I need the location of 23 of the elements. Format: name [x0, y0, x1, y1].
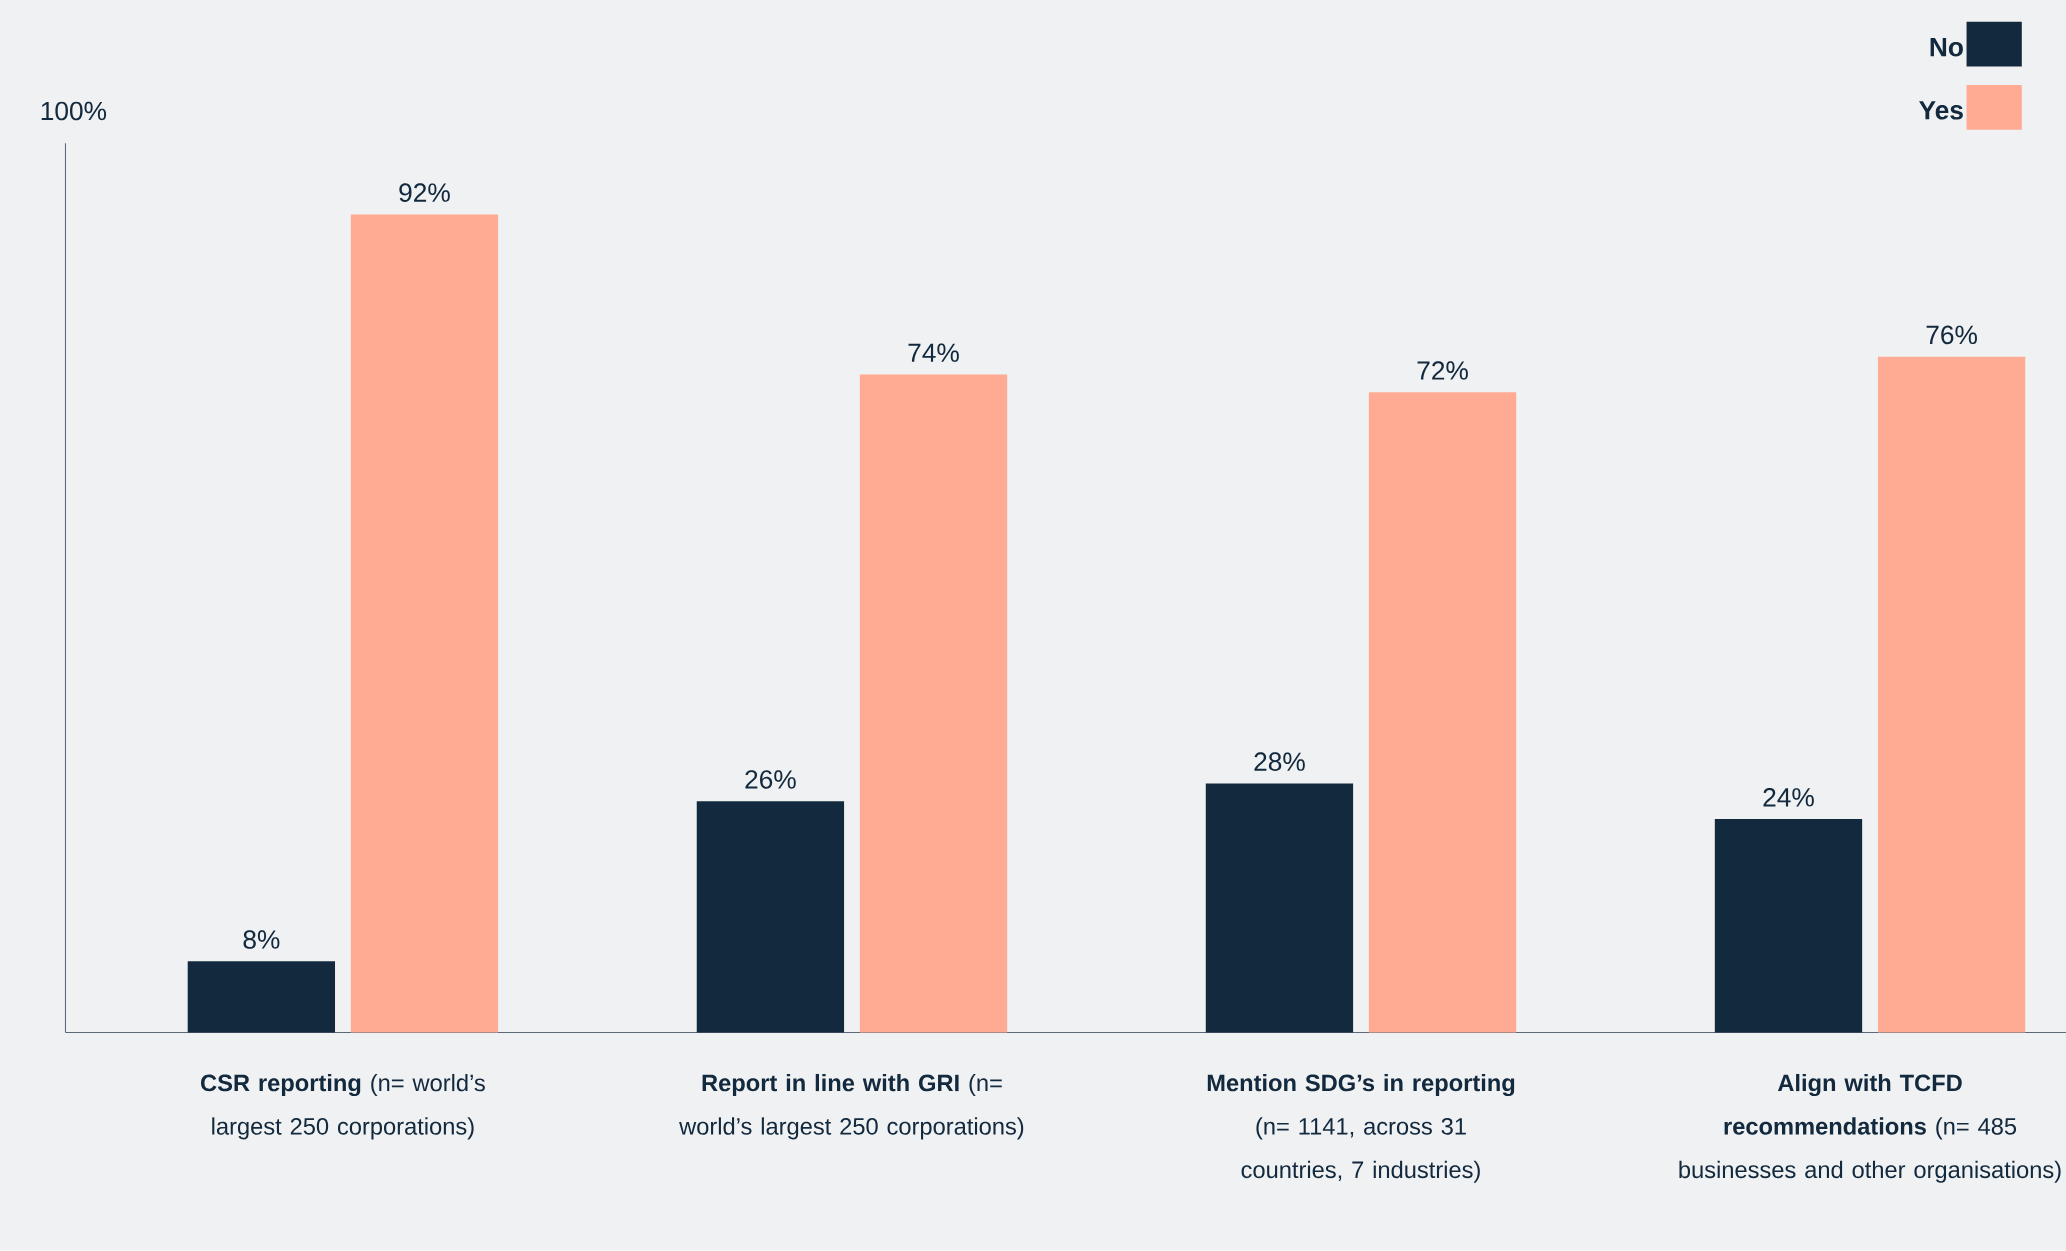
- bar: [696, 801, 845, 1033]
- data-label: 74%: [908, 343, 959, 363]
- bar: [1877, 356, 2026, 1033]
- data-label: 26%: [745, 770, 796, 789]
- data-label: 28%: [1254, 752, 1305, 772]
- data-label: 24%: [1763, 788, 1814, 807]
- text: 100%: [41, 101, 107, 121]
- data-label: 72%: [1417, 361, 1468, 380]
- bar: [859, 374, 1008, 1033]
- x-tick-label: Report in line with GRI (n= world’s largest 250 corporations): [679, 1074, 1024, 1140]
- bar: [187, 961, 336, 1033]
- data-label: 8%: [243, 930, 280, 949]
- data-label: 76%: [1926, 325, 1977, 345]
- x-tick-label: Mention SDG’s in reporting (n= 1141, across 31 countries, 7 industries): [1207, 1074, 1515, 1183]
- x-tick-label: Align with TCFD recommendations (n= 485 businesses and other organisations): [1679, 1074, 2061, 1183]
- legend-label: No: [1930, 38, 1963, 57]
- x-tick-label: CSR reporting (n= world’s largest 250 corporations): [201, 1074, 485, 1140]
- data-label: 92%: [399, 183, 450, 203]
- bar: [1368, 392, 1517, 1033]
- bar: [1714, 819, 1863, 1033]
- bar: [1205, 783, 1354, 1033]
- bar: [350, 214, 499, 1033]
- legend-label: Yes: [1919, 101, 1963, 120]
